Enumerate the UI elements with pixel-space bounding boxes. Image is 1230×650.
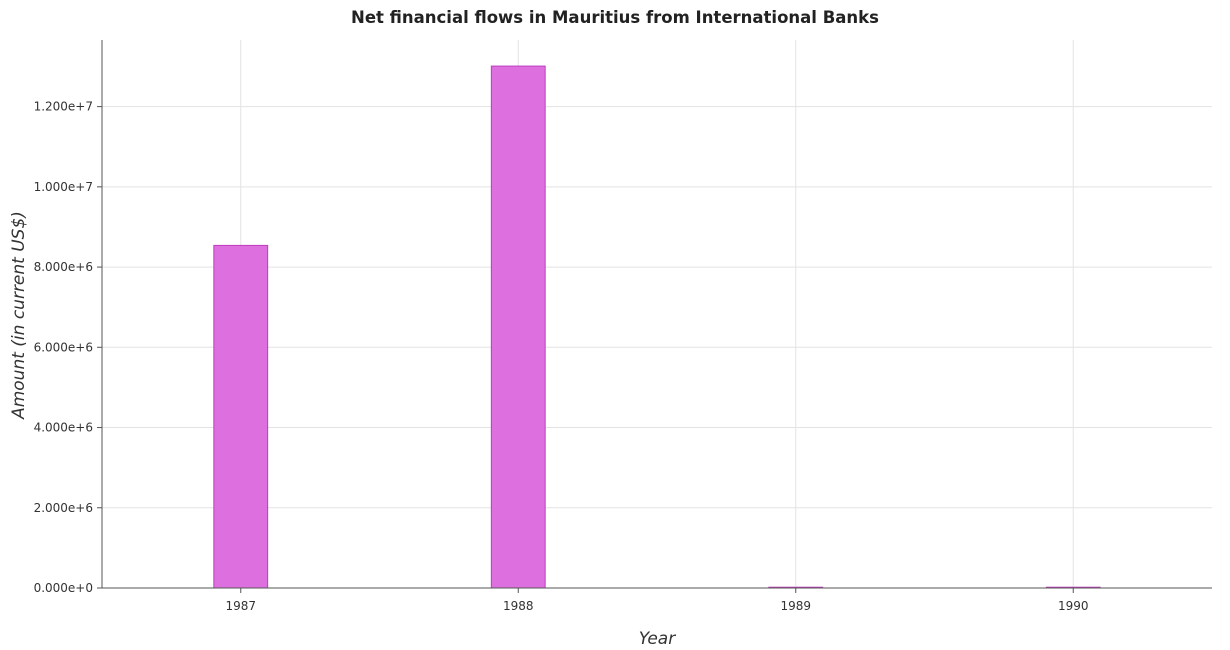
- y-tick-label: 8.000e+6: [34, 260, 93, 274]
- x-tick-label: 1990: [1058, 599, 1089, 613]
- bars: [213, 65, 1101, 589]
- y-tick-label: 1.200e+7: [34, 100, 93, 114]
- y-tick-label: 6.000e+6: [34, 340, 93, 354]
- y-tick-label: 4.000e+6: [34, 421, 93, 435]
- bar-1988: [490, 65, 546, 589]
- grid: [102, 40, 1212, 589]
- axes: [97, 40, 1212, 593]
- y-tick-label: 0.000e+0: [34, 581, 93, 595]
- chart-title: Net financial flows in Mauritius from In…: [351, 8, 879, 27]
- x-tick-label: 1988: [503, 599, 534, 613]
- x-tick-label: 1989: [780, 599, 811, 613]
- tick-labels: 0.000e+0 2.000e+6 4.000e+6 6.000e+6 8.000e+6…: [34, 100, 1089, 613]
- y-tick-label: 1.000e+7: [34, 180, 93, 194]
- y-tick-label: 2.000e+6: [34, 501, 93, 515]
- x-axis-label: Year: [639, 629, 676, 649]
- y-axis-label: Amount (in current US$): [9, 211, 29, 420]
- bar-1987: [213, 244, 269, 589]
- x-tick-label: 1987: [225, 599, 256, 613]
